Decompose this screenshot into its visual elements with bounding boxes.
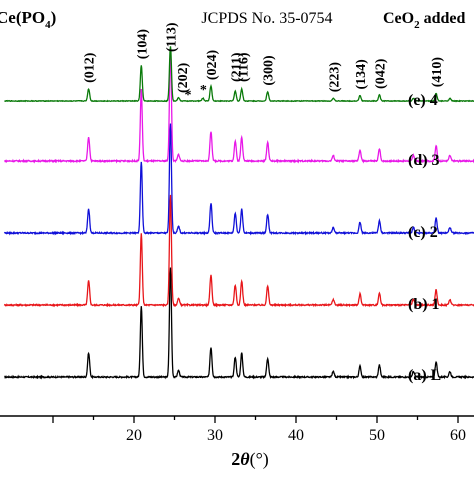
impurity-star-2: * (200, 83, 207, 98)
hkl-label-3: (113) (164, 22, 179, 52)
x-axis-title: 2θ(°) (231, 449, 269, 470)
series-line-1 (4, 267, 474, 380)
impurity-star-1: * (184, 88, 191, 103)
series-line-4 (4, 50, 474, 164)
hkl-labels-group: (012) (104) (113) (202) (024) (211)(116) (300)… (83, 22, 445, 103)
x-ticks-group: 203040506070 (52, 416, 466, 444)
hkl-label-6: (211) (229, 52, 244, 82)
header-right-label: CeO2 added (383, 10, 466, 31)
hkl-label-7: (116) (237, 52, 252, 82)
hkl-label-10: (134) (354, 59, 369, 90)
x-tick-label: 20 (126, 427, 142, 444)
hkl-label-8: (300) (262, 55, 277, 86)
series-label-1: (a) L (408, 367, 441, 384)
series-labels-group: (a) L (b) 1 (c) 2 (d) 3 (e) 4 (408, 92, 441, 384)
hkl-label-5: (024) (205, 49, 220, 80)
traces-group (3, 46, 474, 380)
series-line-3 (3, 123, 474, 236)
header-left-label: Ce(PO4) (0, 8, 56, 31)
hkl-label-2: (104) (135, 29, 150, 60)
series-label-3: (c) 2 (408, 224, 438, 241)
header-jcpds-label: JCPDS No. 35-0754 (201, 10, 332, 27)
series-label-5: (e) 4 (408, 92, 438, 109)
x-tick-label: 30 (207, 427, 223, 444)
x-tick-label: 60 (450, 427, 466, 444)
series-label-4: (d) 3 (408, 152, 440, 169)
hkl-label-4: (202) (176, 62, 191, 93)
x-tick-label: 40 (288, 427, 304, 444)
hkl-label-9: (223) (327, 62, 342, 93)
hkl-label-12: (410) (430, 57, 445, 88)
series-line-2 (3, 194, 474, 308)
hkl-label-1: (012) (83, 52, 98, 83)
series-label-2: (b) 1 (408, 296, 440, 313)
series-line-5 (4, 46, 474, 103)
x-tick-label: 50 (369, 427, 385, 444)
hkl-label-11: (042) (373, 58, 388, 89)
